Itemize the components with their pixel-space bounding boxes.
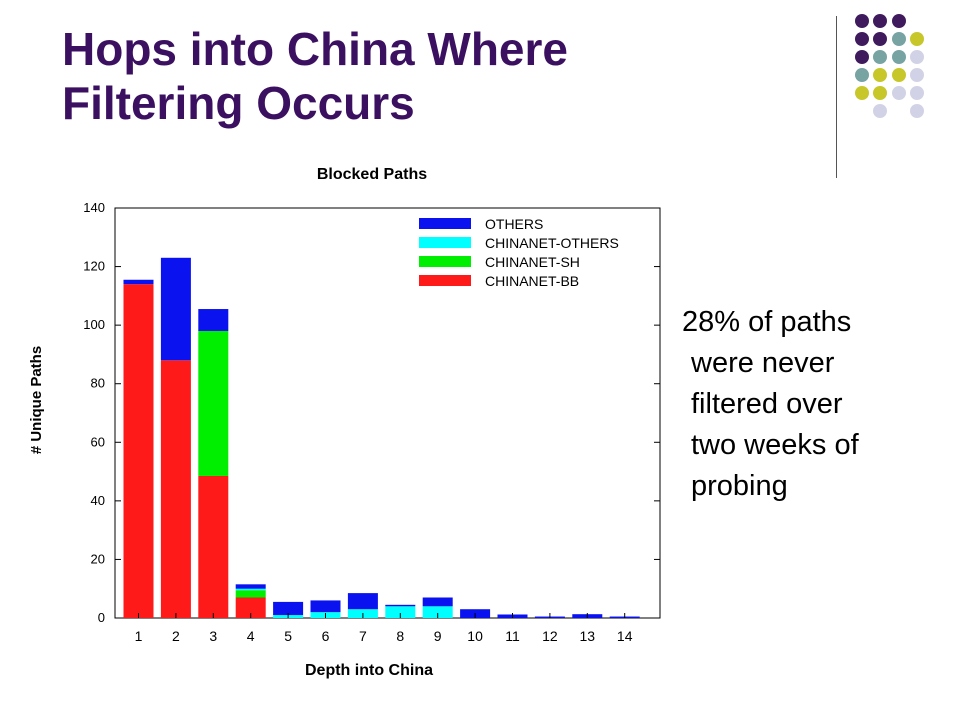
- x-tick-label: 8: [396, 628, 404, 644]
- bar-segment: [235, 597, 266, 618]
- bar-segment: [310, 600, 341, 613]
- note-line: 28% of paths: [682, 306, 852, 338]
- note-line: were never: [691, 347, 835, 379]
- legend-label: OTHERS: [485, 216, 543, 232]
- bar-segment: [123, 279, 154, 285]
- bar-segment: [198, 475, 229, 618]
- x-tick-label: 9: [434, 628, 442, 644]
- decorative-divider: [836, 16, 837, 178]
- decor-dot: [855, 50, 869, 64]
- decor-dot: [910, 32, 924, 46]
- decor-dot: [892, 50, 906, 64]
- x-tick-label: 10: [467, 628, 483, 644]
- title-line-2: Filtering Occurs: [62, 77, 415, 129]
- x-tick-label: 13: [580, 628, 596, 644]
- note-line: filtered over: [691, 388, 843, 420]
- decor-dot: [910, 68, 924, 82]
- slide-title: Hops into China Where Filtering Occurs: [62, 22, 762, 130]
- x-tick-label: 4: [247, 628, 255, 644]
- x-tick-label: 7: [359, 628, 367, 644]
- decor-dot: [873, 68, 887, 82]
- y-tick-label: 120: [83, 259, 105, 274]
- legend-swatch: [419, 256, 471, 267]
- bar-segment: [422, 606, 453, 618]
- bar-segment: [235, 588, 266, 591]
- x-tick-label: 5: [284, 628, 292, 644]
- legend-label: CHINANET-BB: [485, 273, 579, 289]
- bar-segment: [198, 331, 229, 476]
- bar-segment: [160, 360, 191, 618]
- y-tick-label: 20: [91, 551, 105, 566]
- x-tick-label: 14: [617, 628, 633, 644]
- x-axis-label: Depth into China: [305, 662, 433, 679]
- decorative-dot-grid: [855, 14, 924, 118]
- decor-dot: [892, 32, 906, 46]
- bar-segment: [385, 606, 416, 618]
- bar-segment: [160, 257, 191, 361]
- decor-dot: [873, 86, 887, 100]
- x-tick-label: 11: [505, 628, 520, 644]
- side-note: 28% of paths were never filtered over tw…: [682, 302, 952, 507]
- y-tick-label: 60: [91, 434, 105, 449]
- decor-dot: [873, 14, 887, 28]
- decor-dot: [910, 86, 924, 100]
- decor-dot: [910, 50, 924, 64]
- bar-segment: [385, 604, 416, 607]
- title-line-1: Hops into China Where: [62, 23, 568, 75]
- decor-dot: [855, 68, 869, 82]
- legend-swatch: [419, 275, 471, 286]
- decor-dot: [873, 50, 887, 64]
- bar-segment: [235, 590, 266, 598]
- y-tick-label: 0: [98, 610, 105, 625]
- note-line: two weeks of: [691, 429, 859, 461]
- y-tick-label: 100: [83, 317, 105, 332]
- x-tick-label: 3: [209, 628, 217, 644]
- x-tick-label: 6: [322, 628, 330, 644]
- x-tick-label: 1: [135, 628, 143, 644]
- decor-dot: [910, 104, 924, 118]
- bar-segment: [198, 309, 229, 331]
- y-axis-label: # Unique Paths: [28, 346, 45, 454]
- decor-dot: [855, 14, 869, 28]
- legend-swatch: [419, 218, 471, 229]
- y-tick-label: 80: [91, 376, 105, 391]
- decor-dot: [873, 32, 887, 46]
- decor-dot: [892, 68, 906, 82]
- bar-segment: [273, 601, 304, 616]
- bar-segment: [347, 593, 378, 610]
- x-tick-label: 2: [172, 628, 180, 644]
- decor-dot: [873, 104, 887, 118]
- bar-segment: [235, 584, 266, 589]
- legend-label: CHINANET-OTHERS: [485, 235, 619, 251]
- decor-dot: [892, 86, 906, 100]
- legend-swatch: [419, 237, 471, 248]
- y-tick-label: 140: [83, 200, 105, 215]
- bar-segment: [422, 597, 453, 607]
- y-tick-label: 40: [91, 493, 105, 508]
- decor-dot: [855, 86, 869, 100]
- decor-dot: [892, 14, 906, 28]
- chart-title: Blocked Paths: [317, 166, 427, 183]
- bar-segment: [123, 284, 154, 618]
- x-tick-label: 12: [542, 628, 558, 644]
- decor-dot: [855, 32, 869, 46]
- legend-label: CHINANET-SH: [485, 254, 580, 270]
- note-line: probing: [691, 470, 788, 502]
